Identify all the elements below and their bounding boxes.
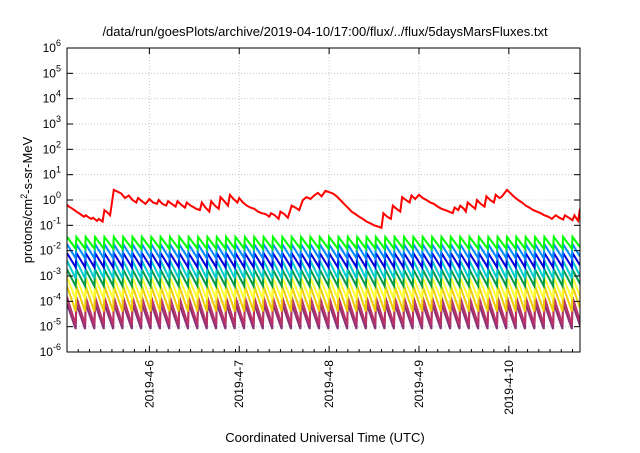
plot-frame xyxy=(66,47,581,353)
tick-labels: 10-6 10-5 10-4 10-3 10-2 10-1 100 101 102 103 104 1… xyxy=(40,38,516,415)
series-line-1 xyxy=(67,234,580,252)
y-tick-label: 10-5 xyxy=(40,317,61,334)
y-tick-label: 105 xyxy=(43,63,61,80)
axes-layer xyxy=(66,47,581,353)
x-tick-label: 2019-4-8 xyxy=(322,360,336,408)
x-tick-label: 2019-4-6 xyxy=(142,360,156,408)
y-tick-label: 100 xyxy=(43,190,61,207)
y-tick-label: 10-2 xyxy=(40,241,61,258)
y-tick-label: 101 xyxy=(43,165,61,182)
chart-title: /data/run/goesPlots/archive/2019-04-10/1… xyxy=(102,24,548,39)
y-tick-label: 10-4 xyxy=(40,291,61,308)
y-axis-label: protons/cm2-s-sr-MeV xyxy=(19,136,35,263)
series-line-2 xyxy=(67,240,580,262)
y-tick-label: 103 xyxy=(43,114,61,131)
series-layer xyxy=(67,188,580,330)
y-tick-label: 104 xyxy=(43,89,61,106)
y-tick-label: 10-1 xyxy=(40,215,61,232)
y-axis-label-text: protons/cm2-s-sr-MeV xyxy=(19,136,35,263)
x-tick-label: 2019-4-7 xyxy=(232,360,246,408)
x-axis-label: Coordinated Universal Time (UTC) xyxy=(225,430,424,445)
y-tick-label: 10-3 xyxy=(40,266,61,283)
y-tick-label: 102 xyxy=(43,139,61,156)
series-line-0 xyxy=(67,188,580,230)
y-tick-label: 106 xyxy=(43,38,61,55)
y-tick-label: 10-6 xyxy=(40,342,61,359)
x-tick-label: 2019-4-9 xyxy=(412,360,426,408)
x-tick-label: 2019-4-10 xyxy=(502,360,516,415)
